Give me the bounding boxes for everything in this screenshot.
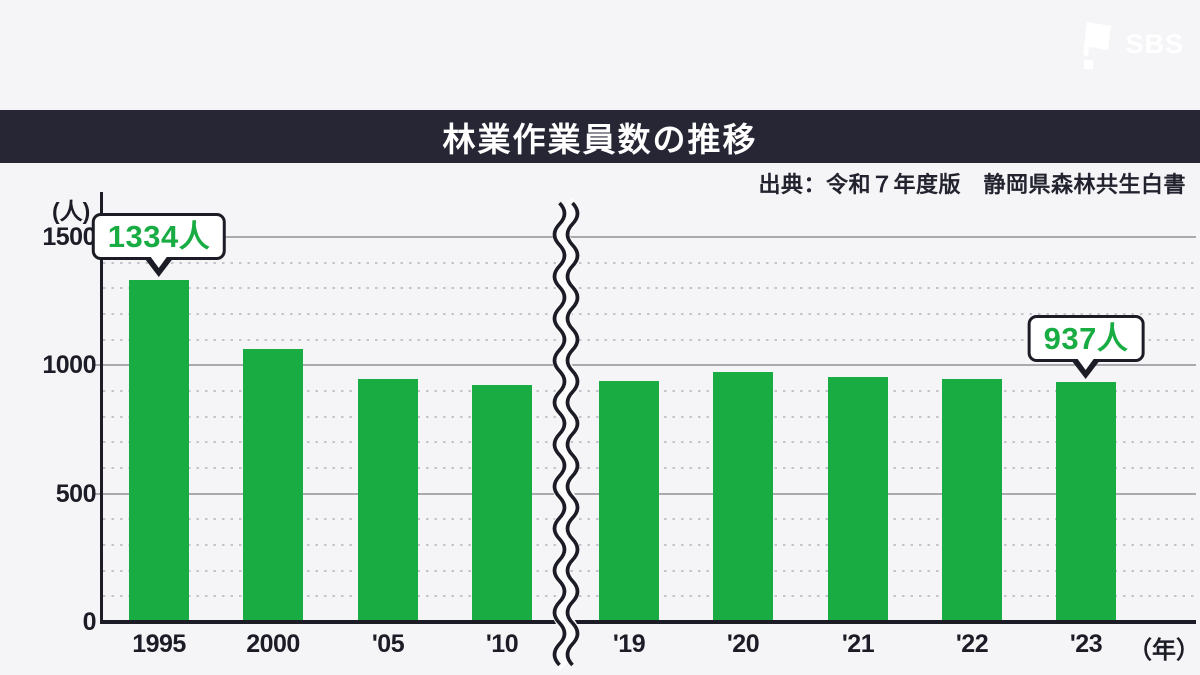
source-citation: 出典：令和７年度版 静岡県森林共生白書 [758,172,1186,197]
gridline-major [103,236,1196,238]
y-axis-tick-label: 500 [55,480,97,508]
bar-20 [713,372,773,622]
bar-10 [472,385,532,622]
x-axis-tick-label: '19 [612,630,646,658]
value-callout-1995: 1334人 [91,213,227,277]
x-axis-tick-label: '21 [841,630,875,658]
bar-21 [828,377,888,622]
bar-2000 [243,349,303,622]
gridline-minor [103,313,1196,315]
y-axis-tick-label: 1000 [42,351,96,379]
y-axis-tick-label: 0 [82,608,97,636]
bar-1995 [129,280,189,622]
x-axis-tick-label: '23 [1069,630,1103,658]
squiggle-stroke [552,201,567,667]
sbs-logo: SBS [1075,18,1184,70]
x-axis-line [101,620,1196,624]
x-axis-unit-label: （年） [1128,637,1200,664]
axis-break-squiggle [552,197,580,671]
gridline-minor [103,339,1196,341]
sbs-logo-text: SBS [1125,28,1184,59]
x-axis-tick-label: '05 [371,630,405,658]
gridline-major [103,364,1196,366]
bar-19 [599,381,659,622]
x-axis-tick-label: '10 [485,630,519,658]
y-axis-tick [93,493,101,495]
gridline-minor [103,262,1196,264]
y-axis-tick [93,364,101,366]
x-axis-tick-label: '20 [726,630,760,658]
x-axis-tick-label: 1995 [132,630,186,658]
bar-23 [1056,382,1116,622]
gridline-minor [103,287,1196,289]
y-axis-line [100,192,103,624]
x-axis-tick-label: '22 [955,630,989,658]
bar-05 [358,379,418,622]
bar-22 [942,379,1002,622]
page-title: 林業作業員数の推移 [442,120,758,158]
title-band: 林業作業員数の推移 [0,110,1200,163]
squiggle-stroke [552,197,580,671]
value-callout-23: 937人 [1027,315,1145,379]
squiggle-stroke [565,201,580,667]
sbs-flag-icon [1083,22,1112,69]
y-axis-unit-label: (人) [52,198,91,224]
y-axis-tick-label: 1500 [42,223,96,251]
x-axis-tick-label: 2000 [246,630,300,658]
